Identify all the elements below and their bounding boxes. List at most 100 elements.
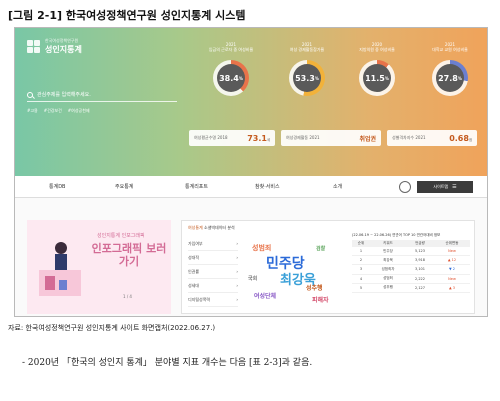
- ranking-cell-change: New: [434, 247, 470, 257]
- logo-small-text: 한국여성정책연구원: [45, 38, 79, 43]
- ranking-cell-count: 3,918: [406, 255, 434, 266]
- ranking-cell-change: ▲ 12: [434, 255, 470, 266]
- ranking-cell-kw: 성범죄: [370, 274, 406, 284]
- table-row[interactable]: 1 민주당 5,123 New: [352, 247, 470, 257]
- ranking-header: 순위변동: [434, 240, 470, 247]
- gauge-ring: 11.5%: [359, 60, 395, 96]
- gauge-2[interactable]: 2021 여성 경제활동참가율 53.3%: [277, 42, 337, 96]
- ranking-cell-change: New: [434, 274, 470, 284]
- banner-title: 인포그래픽 보러가기: [91, 242, 167, 268]
- banner-subtitle: 성인지통계 인포그래픽: [97, 233, 145, 239]
- stat-unit: 점: [468, 137, 472, 142]
- ranking-cell-no: 5: [352, 283, 371, 293]
- gauge-caption: 지방의원 중 여성비율: [359, 47, 395, 52]
- tag[interactable]: #여성공천제: [67, 108, 90, 113]
- panel-title-em: 여성통계: [188, 225, 203, 230]
- ranking-header: 키워드: [370, 240, 406, 247]
- gauge-ring: 38.4%: [213, 60, 249, 96]
- infographic-banner[interactable]: 성인지통계 인포그래픽 인포그래픽 보러가기 1 / 4: [27, 220, 171, 314]
- category-item[interactable]: 디지털성폭력 ›: [188, 293, 238, 307]
- ranking-cell-change: ▼ 2: [434, 264, 470, 275]
- tag[interactable]: #고용: [27, 108, 38, 113]
- figure-title: [그림 2-1] 한국여성정책연구원 성인지통계 시스템: [8, 9, 246, 22]
- banner-pager[interactable]: 1 / 4: [123, 294, 132, 299]
- word-cloud: 민주당 최강욱 성범죄 여성단체 검찰 피해자 국회 성추행: [246, 235, 346, 311]
- social-bigdata-panel: 여성통계 소셜빅데이터 분석 가임여부 › 성대적 › 인권률 › 성세대 › 디지털성…: [181, 220, 475, 314]
- stat-value: 취업권: [359, 135, 376, 143]
- table-row[interactable]: 2 최강욱 3,918 ▲ 12: [352, 255, 470, 266]
- gauge-value: 38.4: [219, 73, 239, 83]
- table-row[interactable]: 5 성추행 2,127 ▲ 3: [352, 283, 470, 293]
- screenshot-frame: 한국여성정책연구원 성인지통계 관심주제를 입력해주세요. #고용 #건강보건 …: [14, 27, 488, 317]
- gauge-ring: 27.8%: [432, 60, 468, 96]
- category-list: 가임여부 › 성대적 › 인권률 › 성세대 › 디지털성폭력 ›: [188, 237, 238, 307]
- chevron-right-icon: ›: [236, 297, 238, 302]
- ranking-cell-kw: 성범죄자: [370, 264, 406, 275]
- tag[interactable]: #건강보건: [43, 108, 62, 113]
- ranking-cell-no: 3: [352, 264, 371, 275]
- cloud-word: 검찰: [316, 246, 326, 252]
- category-item[interactable]: 인권률 ›: [188, 265, 238, 279]
- search-placeholder: 관심주제를 입력해주세요.: [37, 92, 91, 98]
- menu-icon: ☰: [452, 184, 457, 190]
- ranking-cell-count: 3,101: [406, 264, 434, 275]
- ranking-table: 순위 키워드 언급량 순위변동 1 민주당 5,123 New 2 최강욱 3,918 ▲ 12 3 성…: [352, 240, 470, 293]
- gauge-1[interactable]: 2021 임금의 근로자 중 여성비율 38.4%: [201, 42, 261, 96]
- table-row[interactable]: 3 성범죄자 3,101 ▼ 2: [352, 264, 470, 275]
- chevron-right-icon: ›: [236, 269, 238, 274]
- gauge-year: 2021: [225, 42, 237, 47]
- ranking-cell-count: 2,222: [406, 274, 434, 284]
- site-logo[interactable]: 한국여성정책연구원 성인지통계: [27, 38, 82, 55]
- search-icon: [27, 91, 33, 98]
- cloud-word: 성범죄: [252, 244, 272, 252]
- stat-label: 성별격차지수 2021: [392, 135, 426, 140]
- category-item[interactable]: 성세대 ›: [188, 279, 238, 293]
- search-input[interactable]: 관심주제를 입력해주세요.: [27, 88, 177, 102]
- category-label: 가임여부: [188, 240, 203, 246]
- ranking-title: (22.06.19 ~ 22.06.26) 연관어 TOP 10 연관어대비 정…: [352, 233, 441, 237]
- stat-card-3[interactable]: 성별격차지수 2021 0.68점: [387, 130, 477, 146]
- gauge-4[interactable]: 2021 대학교 교원 여성비율 27.8%: [420, 42, 480, 96]
- stat-card-2[interactable]: 여성경제활동 2021 취업권: [281, 130, 381, 146]
- nav-item-stat-db[interactable]: 통계DB: [49, 184, 66, 190]
- nav-item-about[interactable]: 소개: [333, 184, 343, 190]
- stat-label: 여성평균수명 2018: [194, 135, 228, 140]
- gauge-unit: %: [384, 75, 389, 81]
- category-label: 성세대: [188, 282, 200, 288]
- ranking-cell-count: 2,127: [406, 283, 434, 293]
- chevron-right-icon: ›: [236, 255, 238, 260]
- logo-name: 성인지통계: [45, 45, 82, 54]
- gauge-caption: 임금의 근로자 중 여성비율: [208, 47, 254, 52]
- ranking-cell-kw: 민주당: [370, 247, 406, 257]
- table-row[interactable]: 4 성범죄 2,222 New: [352, 274, 470, 284]
- gauge-value: 53.3: [295, 73, 315, 83]
- nav-item-main-stats[interactable]: 주요통계: [115, 184, 134, 190]
- gauge-caption: 대학교 교원 여성비율: [432, 47, 468, 52]
- nav-item-reports[interactable]: 통계리포트: [185, 184, 209, 190]
- gauge-unit: %: [238, 75, 243, 81]
- gauge-3[interactable]: 2020 지방의원 중 여성비율 11.5%: [347, 42, 407, 96]
- ranking-cell-no: 1: [352, 247, 371, 257]
- category-item[interactable]: 가임여부 ›: [188, 237, 238, 251]
- gauge-value: 27.8: [438, 73, 458, 83]
- gauge-year: 2021: [301, 42, 313, 47]
- ranking-cell-kw: 성추행: [370, 283, 406, 293]
- person-illustration-icon: [39, 242, 81, 296]
- stat-card-1[interactable]: 여성평균수명 2018 73.1세: [189, 130, 275, 146]
- cloud-word: 국회: [248, 276, 258, 282]
- content-area: 성인지통계 인포그래픽 인포그래픽 보러가기 1 / 4 여성통계 소셜빅데이터…: [15, 198, 487, 316]
- category-label: 디지털성폭력: [188, 296, 211, 302]
- stat-label: 여성경제활동 2021: [286, 135, 320, 140]
- nav-item-services[interactable]: 참찾·서비스: [255, 184, 280, 190]
- category-item[interactable]: 성대적 ›: [188, 251, 238, 265]
- cloud-word: 피해자: [312, 297, 329, 304]
- panel-title-text: 소셜빅데이터 분석: [204, 225, 235, 230]
- cloud-word: 성추행: [306, 285, 323, 292]
- ranking-cell-no: 2: [352, 255, 371, 266]
- keyword-ranking: (22.06.19 ~ 22.06.26) 연관어 TOP 10 연관어대비 정…: [352, 233, 470, 293]
- stat-value: 0.68: [449, 133, 469, 143]
- category-label: 인권률: [188, 268, 200, 274]
- sitemap-button[interactable]: 사이트맵 ☰: [417, 181, 473, 193]
- search-icon[interactable]: [399, 181, 411, 193]
- body-text: - 2020년 「한국의 성인지 통계」 분야별 지표 개수는 다음 [표 2-…: [22, 358, 313, 368]
